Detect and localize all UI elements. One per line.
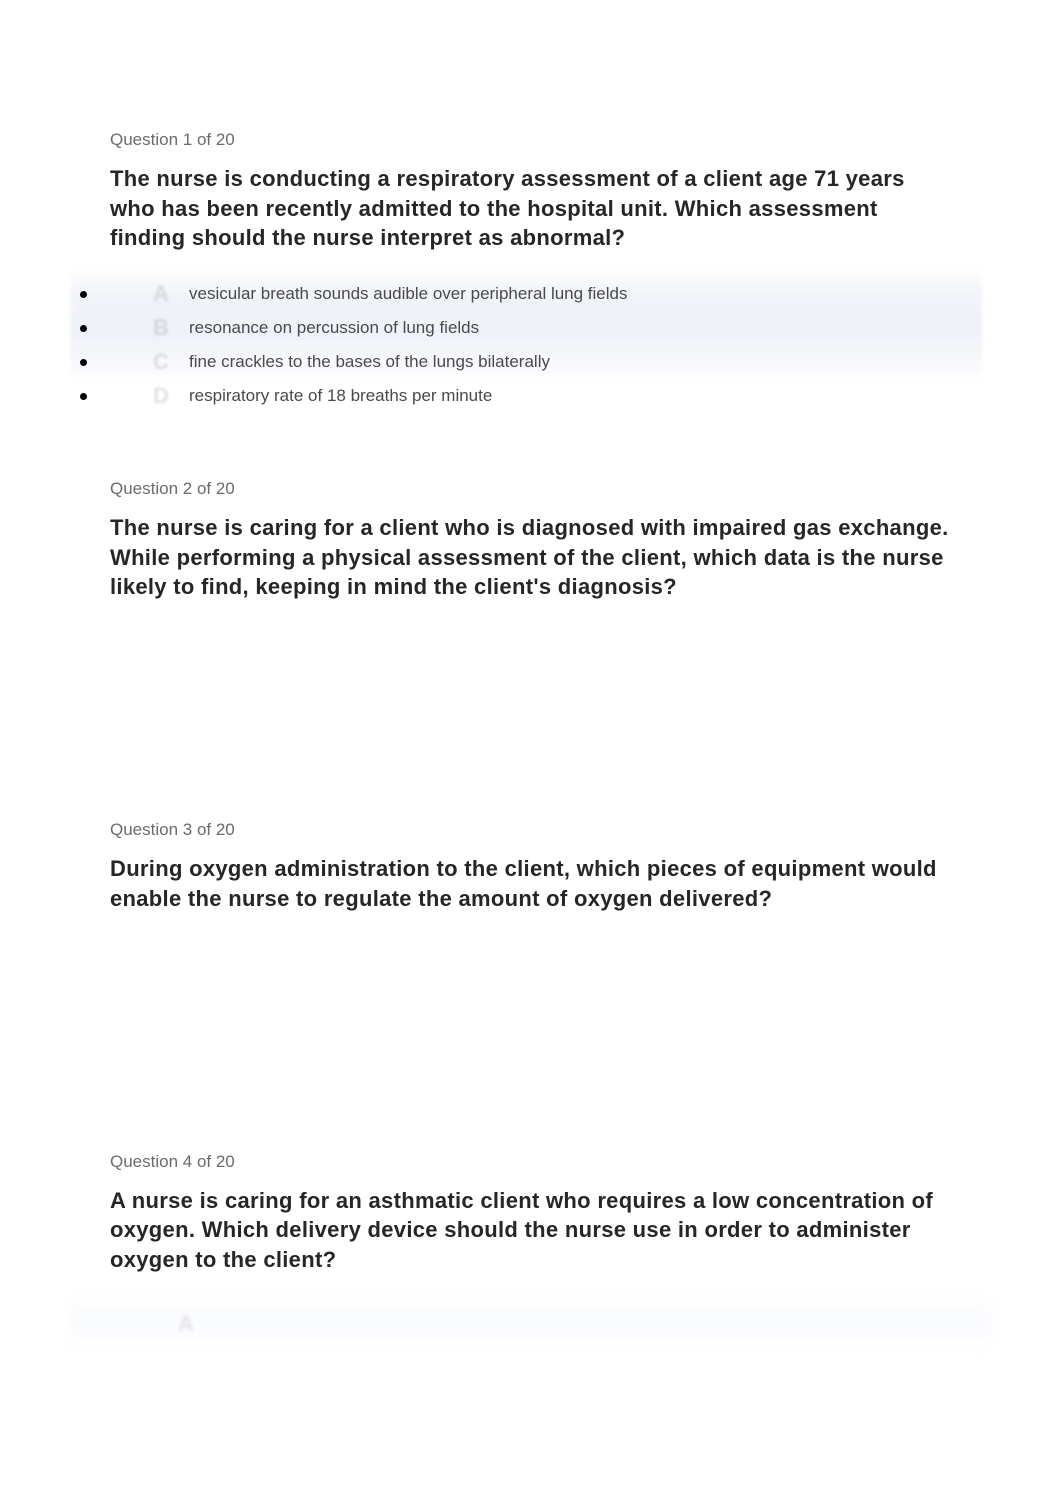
question-counter: Question 1 of 20: [110, 130, 952, 150]
question-block-2: Question 2 of 20 The nurse is caring for…: [110, 479, 952, 760]
bullet-icon: [80, 325, 87, 332]
option-row[interactable]: D respiratory rate of 18 breaths per min…: [80, 379, 952, 413]
option-row[interactable]: C fine crackles to the bases of the lung…: [80, 345, 952, 379]
bullet-icon: [80, 393, 87, 400]
question-counter: Question 4 of 20: [110, 1152, 952, 1172]
page: Question 1 of 20 The nurse is conducting…: [0, 0, 1062, 1493]
bottom-blur-overlay: [70, 1293, 992, 1353]
option-text: vesicular breath sounds audible over per…: [189, 284, 952, 304]
option-row[interactable]: B resonance on percussion of lung fields: [80, 311, 952, 345]
question-prompt: The nurse is caring for a client who is …: [110, 513, 952, 602]
options-list: A vesicular breath sounds audible over p…: [80, 277, 952, 413]
option-text: resonance on percussion of lung fields: [189, 318, 952, 338]
question-prompt: The nurse is conducting a respiratory as…: [110, 164, 952, 253]
hidden-options-spacer: [110, 932, 952, 1092]
bullet-icon: [80, 359, 87, 366]
option-text: respiratory rate of 18 breaths per minut…: [189, 386, 952, 406]
question-block-3: Question 3 of 20 During oxygen administr…: [110, 820, 952, 1091]
question-prompt: A nurse is caring for an asthmatic clien…: [110, 1186, 952, 1275]
question-counter: Question 2 of 20: [110, 479, 952, 499]
question-prompt: During oxygen administration to the clie…: [110, 854, 952, 913]
option-letter: D: [101, 383, 189, 409]
options-container: A vesicular breath sounds audible over p…: [80, 271, 952, 419]
question-counter: Question 3 of 20: [110, 820, 952, 840]
question-block-1: Question 1 of 20 The nurse is conducting…: [110, 130, 952, 419]
hidden-options-spacer: [110, 620, 952, 760]
ghost-letter: A: [178, 1311, 194, 1337]
bullet-icon: [80, 291, 87, 298]
option-letter: C: [101, 349, 189, 375]
option-row[interactable]: A vesicular breath sounds audible over p…: [80, 277, 952, 311]
option-letter: A: [101, 281, 189, 307]
option-letter: B: [101, 315, 189, 341]
option-text: fine crackles to the bases of the lungs …: [189, 352, 952, 372]
question-block-4: Question 4 of 20 A nurse is caring for a…: [110, 1152, 952, 1275]
